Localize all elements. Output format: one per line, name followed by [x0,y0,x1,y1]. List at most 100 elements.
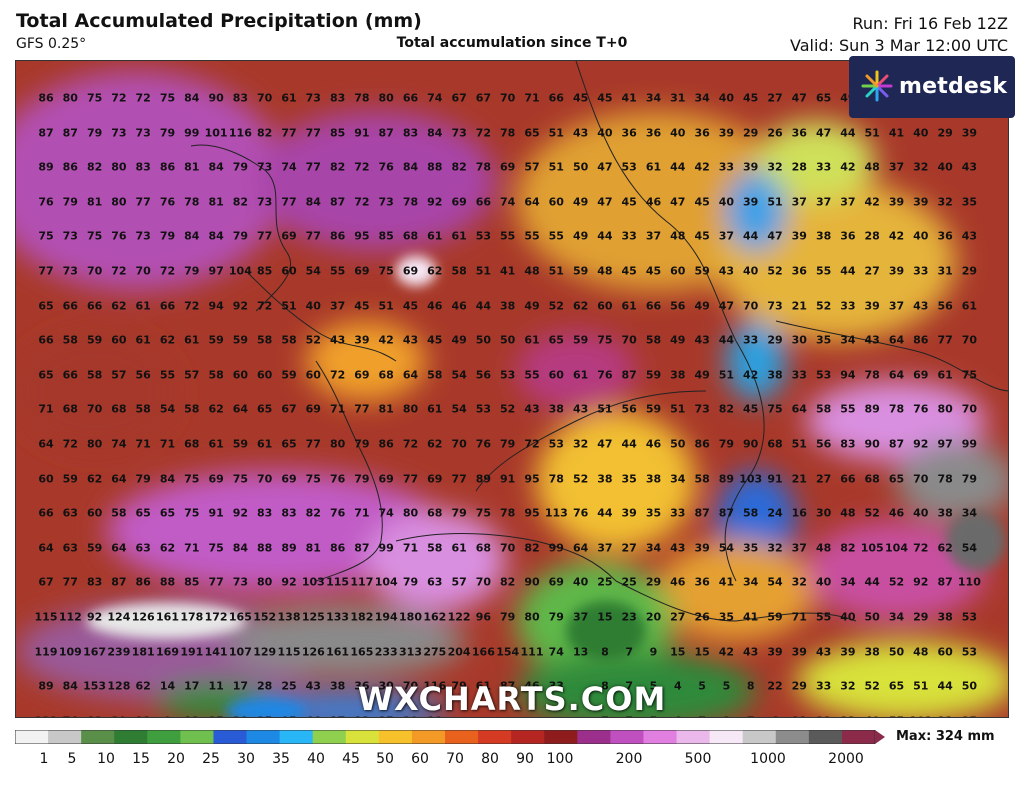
grid-value: 32 [572,437,589,451]
grid-value: 17 [232,679,249,693]
grid-value: 48 [840,506,856,520]
grid-value: 59 [767,610,783,624]
grid-value: 54 [451,402,467,416]
grid-value: 64 [111,541,127,555]
color-scale-step [15,730,49,744]
grid-value: 70 [86,264,103,278]
grid-value: 61 [451,541,467,555]
grid-value: 43 [913,299,929,313]
grid-value: 107 [228,645,252,659]
grid-value: 95 [354,229,370,243]
grid-value: 7 [747,715,755,717]
grid-value: 43 [305,679,321,693]
grid-value: 58 [694,472,710,486]
grid-value: 34 [840,333,856,347]
grid-value: 70 [961,333,978,347]
grid-value: 73 [451,126,467,140]
grid-value: 41 [888,126,905,140]
grid-value: 50 [572,160,589,174]
grid-value: 40 [913,229,929,243]
grid-value: 37 [791,541,807,555]
grid-value: 45 [427,333,443,347]
grid-value: 66 [475,195,492,209]
grid-value: 71 [329,402,346,416]
grid-value: 61 [524,333,540,347]
grid-value: 40 [913,126,929,140]
grid-value: 53 [475,229,492,243]
grid-value: 77 [937,333,953,347]
grid-value: 32 [840,679,856,693]
grid-value: 79 [86,126,103,140]
grid-value: 8 [601,645,609,659]
grid-value: 80 [402,402,419,416]
chart-header: Total Accumulated Precipitation (mm) GFS… [0,0,1024,60]
grid-value: 92 [281,575,297,589]
grid-value: 79 [500,610,516,624]
grid-value: 104 [885,541,908,555]
grid-value: 58 [135,402,151,416]
grid-value: 73 [305,91,321,105]
grid-value: 78 [548,472,564,486]
grid-value: 27 [621,541,637,555]
grid-value: 63 [135,541,151,555]
grid-value: 60 [111,333,127,347]
grid-value: 77 [402,472,419,486]
grid-value: 66 [159,299,176,313]
grid-value: 86 [694,437,710,451]
grid-value: 36 [645,126,662,140]
grid-value: 52 [888,575,905,589]
grid-value: 49 [451,333,467,347]
grid-value: 178 [180,610,204,624]
grid-value: 72 [111,264,127,278]
grid-value: 49 [572,195,589,209]
grid-value: 161 [156,610,179,624]
grid-value: 35 [621,472,637,486]
grid-value: 65 [38,299,54,313]
grid-value: 56 [475,368,492,382]
grid-value: 36 [937,229,953,243]
grid-value: 5 [722,679,731,693]
grid-value: 38 [500,299,516,313]
grid-value: 92 [913,437,929,451]
grid-value: 55 [329,264,346,278]
grid-value: 11 [208,679,224,693]
grid-value: 70 [135,264,151,278]
grid-value: 126 [301,645,325,659]
grid-value: 51 [718,368,735,382]
metdesk-logo: metdesk [849,56,1015,118]
grid-value: 46 [306,715,321,717]
grid-value: 87 [329,195,346,209]
grid-value: 86 [329,229,346,243]
grid-value: 58 [427,541,443,555]
grid-value: 68 [111,402,127,416]
grid-value: 76 [159,195,176,209]
grid-value: 69 [451,195,467,209]
grid-value: 40 [865,715,880,717]
grid-value: 45 [694,229,710,243]
grid-value: 84 [208,160,224,174]
grid-value: 138 [277,610,301,624]
metdesk-wordmark: metdesk [899,74,1008,99]
color-scale-arrow [875,730,885,744]
grid-value: 78 [402,195,419,209]
grid-value: 7 [625,645,634,659]
grid-value: 59 [572,333,589,347]
color-scale-step [808,730,843,744]
grid-value: 52 [305,333,321,347]
grid-value: 16 [791,506,807,520]
grid-value: 65 [159,506,176,520]
grid-value: 58 [257,333,273,347]
grid-value: 46 [888,506,905,520]
grid-value: 52 [864,679,880,693]
grid-value: 78 [888,402,905,416]
grid-value: 79 [548,610,564,624]
grid-value: 47 [597,195,613,209]
color-scale-step [544,730,578,744]
grid-value: 54 [961,541,978,555]
grid-value: 41 [500,264,516,278]
grid-value: 57 [524,160,540,174]
max-value-label: Max: 324 mm [896,729,995,744]
grid-value: 86 [62,160,78,174]
grid-value: 104 [228,264,252,278]
color-scale-tick: 60 [411,751,429,767]
